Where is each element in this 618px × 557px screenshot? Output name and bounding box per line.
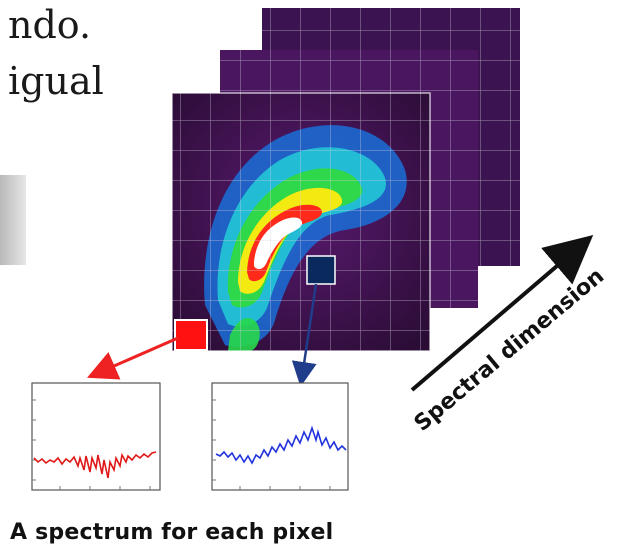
selected-pixel-navy xyxy=(306,255,336,285)
slide-text-line-2: igual xyxy=(8,59,104,103)
blue-arrow xyxy=(291,283,318,387)
red-arrow xyxy=(87,336,179,380)
spectrum-panel-red xyxy=(31,382,161,491)
selected-pixel-red xyxy=(174,319,208,351)
red-spectrum-line xyxy=(33,451,157,479)
spectrum-panel-blue xyxy=(211,382,349,491)
slide-text-line-1: ndo. xyxy=(8,3,92,47)
diagram-caption: A spectrum for each pixel xyxy=(10,520,334,545)
blue-spectrum-line xyxy=(215,425,347,465)
spectral-dimension-arrow xyxy=(410,234,594,392)
front-spectral-layer xyxy=(171,92,431,352)
decorative-grey-panel xyxy=(0,175,26,265)
